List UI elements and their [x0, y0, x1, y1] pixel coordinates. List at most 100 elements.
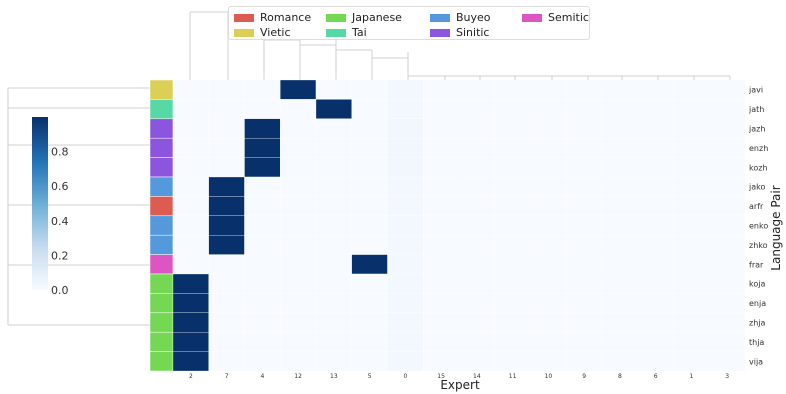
column-tick-label: 2: [189, 373, 193, 380]
heatmap-cell: [566, 215, 603, 236]
heatmap-cell: [244, 79, 281, 100]
heatmap-cell: [566, 351, 603, 372]
row-tick-label: jako: [748, 183, 765, 192]
heatmap-cell: [637, 273, 674, 294]
heatmap-cell: [172, 215, 209, 236]
row-tick-label: enko: [749, 222, 768, 231]
heatmap-cell: [709, 118, 746, 139]
heatmap-cell: [673, 351, 710, 372]
heatmap-cell: [494, 138, 531, 158]
heatmap-cell: [494, 99, 531, 119]
heatmap-cell: [637, 176, 674, 197]
heatmap-cell: [387, 351, 424, 372]
heatmap-cell: [351, 273, 388, 294]
heatmap-cell: [244, 235, 281, 255]
heatmap-cell: [566, 99, 603, 119]
heatmap-cell: [244, 196, 281, 216]
heatmap-cell: [387, 157, 424, 178]
heatmap-cell: [315, 273, 352, 294]
heatmap-cell: [673, 254, 710, 275]
column-tick-label: 9: [582, 373, 586, 380]
row-tick-label: frar: [749, 260, 764, 269]
heatmap-cell: [280, 79, 317, 100]
heatmap-cell: [387, 99, 424, 119]
legend-label: Semitic: [548, 11, 589, 24]
heatmap-cell: [637, 99, 674, 119]
heatmap-cell: [351, 254, 388, 275]
legend-swatch: [430, 13, 450, 22]
heatmap-cell: [280, 99, 317, 119]
colorbar-tick-label: 0.2: [51, 249, 69, 262]
heatmap-cell: [315, 176, 352, 197]
row-color-strip: [149, 79, 174, 372]
heatmap-cell: [172, 351, 209, 372]
heatmap-cell: [458, 79, 495, 100]
heatmap-cell: [530, 79, 567, 100]
heatmap-cell: [673, 138, 710, 158]
heatmap-cell: [673, 157, 710, 178]
heatmap-cell: [351, 138, 388, 158]
heatmap-cell: [530, 196, 567, 216]
heatmap-cell: [601, 99, 638, 119]
heatmap-cell: [244, 312, 281, 333]
row-family-swatch: [149, 118, 174, 139]
heatmap-cell: [530, 293, 567, 313]
heatmap-cell: [315, 332, 352, 352]
heatmap-cell: [387, 235, 424, 255]
heatmap-cell: [423, 79, 460, 100]
heatmap-cell: [458, 312, 495, 333]
heatmap-cell: [387, 273, 424, 294]
heatmap-cell: [172, 254, 209, 275]
heatmap-cell: [709, 79, 746, 100]
family-legend: Romance Vietic Japanese Tai Buyeo Sinitic Semi…: [228, 6, 590, 40]
heatmap-cell: [601, 312, 638, 333]
row-family-swatch: [149, 196, 174, 217]
column-tick-label: 6: [654, 373, 658, 380]
heatmap-cell: [315, 79, 352, 100]
heatmap-cell: [530, 351, 567, 372]
legend-swatch: [522, 13, 542, 22]
legend-label: Buyeo: [456, 11, 491, 24]
heatmap-cell: [601, 273, 638, 294]
heatmap-cell: [709, 215, 746, 236]
row-family-swatch: [149, 234, 174, 255]
heatmap-cell: [494, 312, 531, 333]
colorbar-tick-label: 0.4: [51, 215, 69, 228]
heatmap-cell: [208, 138, 245, 158]
heatmap-cell: [601, 138, 638, 158]
heatmap-cell: [601, 118, 638, 139]
heatmap-cell: [530, 118, 567, 139]
heatmap-cell: [244, 176, 281, 197]
legend-swatch: [430, 28, 450, 37]
colorbar-tick-label: 0.0: [51, 284, 69, 297]
heatmap-cell: [566, 273, 603, 294]
heatmap-cell: [494, 254, 531, 275]
heatmap-cell: [351, 293, 388, 313]
heatmap-cell: [172, 273, 209, 294]
y-axis-label: Language Pair: [769, 185, 783, 270]
heatmap-cell: [351, 332, 388, 352]
heatmap-cell: [244, 332, 281, 352]
heatmap-cell: [172, 312, 209, 333]
row-family-swatch: [149, 176, 174, 197]
row-family-swatch: [149, 254, 174, 275]
heatmap-cell: [673, 293, 710, 313]
row-tick-label: koja: [749, 280, 765, 289]
heatmap-cell: [315, 312, 352, 333]
heatmap-cell: [208, 99, 245, 119]
heatmap-cell: [423, 254, 460, 275]
heatmap-cell: [208, 176, 245, 197]
heatmap-cell: [387, 312, 424, 333]
column-tick-label: 5: [368, 373, 372, 380]
legend-swatch: [234, 28, 254, 37]
legend-item: Japanese: [326, 11, 402, 24]
heatmap-cell: [244, 99, 281, 119]
heatmap-cell: [244, 351, 281, 372]
legend-item: Vietic: [234, 26, 291, 39]
heatmap-cell: [172, 235, 209, 255]
heatmap-cell: [494, 351, 531, 372]
column-tick-label: 11: [509, 373, 517, 380]
legend-item: Semitic: [522, 11, 589, 24]
heatmap-cell: [172, 99, 209, 119]
